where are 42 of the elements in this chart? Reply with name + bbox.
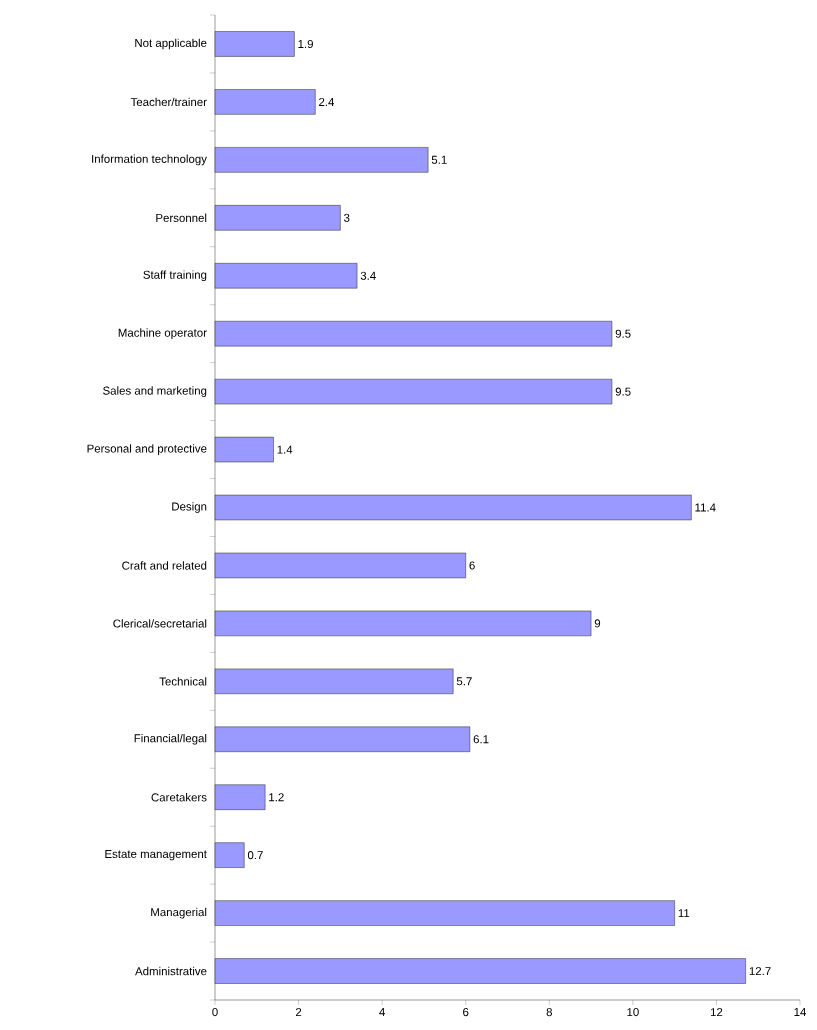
data-label: 2.4: [319, 97, 335, 106]
y-tick-label: Design: [172, 502, 207, 513]
x-tick-label: 10: [627, 1008, 639, 1017]
y-tick-label: Sales and marketing: [103, 386, 207, 397]
data-label: 0.7: [247, 851, 263, 860]
y-tick-label: Staff training: [143, 270, 207, 282]
y-tick-label: Personal and protective: [87, 444, 207, 455]
y-tick-label: Technical: [159, 677, 207, 686]
data-label: 1.4: [277, 445, 293, 454]
data-label: 12.7: [749, 967, 771, 976]
data-label: 1.9: [298, 39, 313, 49]
y-tick-label: Caretakers: [151, 793, 207, 802]
x-tick-label: 12: [710, 1008, 723, 1017]
x-tick-label: 14: [794, 1008, 807, 1016]
data-label: 3: [344, 213, 350, 222]
data-label: 9.5: [615, 387, 631, 396]
data-label: 11: [678, 909, 690, 918]
data-label: 1.2: [269, 793, 284, 802]
y-tick-label: Clerical/secretarial: [113, 619, 207, 628]
data-label: 6: [469, 561, 475, 570]
y-tick-label: Estate management: [105, 850, 207, 861]
data-label: 5.1: [431, 155, 447, 164]
x-tick-label: 8: [546, 1008, 552, 1017]
y-tick-label: Not applicable: [135, 38, 207, 50]
data-label: 3.4: [360, 271, 376, 280]
data-label: 9: [594, 619, 601, 628]
x-tick-label: 4: [379, 1008, 385, 1016]
y-tick-label: Administrative: [135, 966, 207, 976]
data-label: 6.1: [473, 735, 489, 744]
x-tick-label: 6: [463, 1008, 469, 1017]
data-label: 9.5: [615, 329, 631, 338]
y-tick-label: Teacher/trainer: [130, 97, 207, 107]
y-tick-label: Machine operator: [118, 328, 207, 340]
data-label: 5.7: [456, 677, 472, 686]
data-label: 11.4: [695, 503, 716, 512]
y-tick-label: Information technology: [92, 154, 207, 166]
y-tick-label: Managerial: [151, 907, 207, 919]
x-tick-label: 0: [212, 1008, 218, 1017]
y-tick-label: Craft and related: [122, 561, 207, 570]
x-tick-label: 2: [295, 1008, 302, 1017]
y-tick-label: Financial/legal: [134, 733, 207, 745]
y-tick-label: Personnel: [156, 213, 207, 222]
